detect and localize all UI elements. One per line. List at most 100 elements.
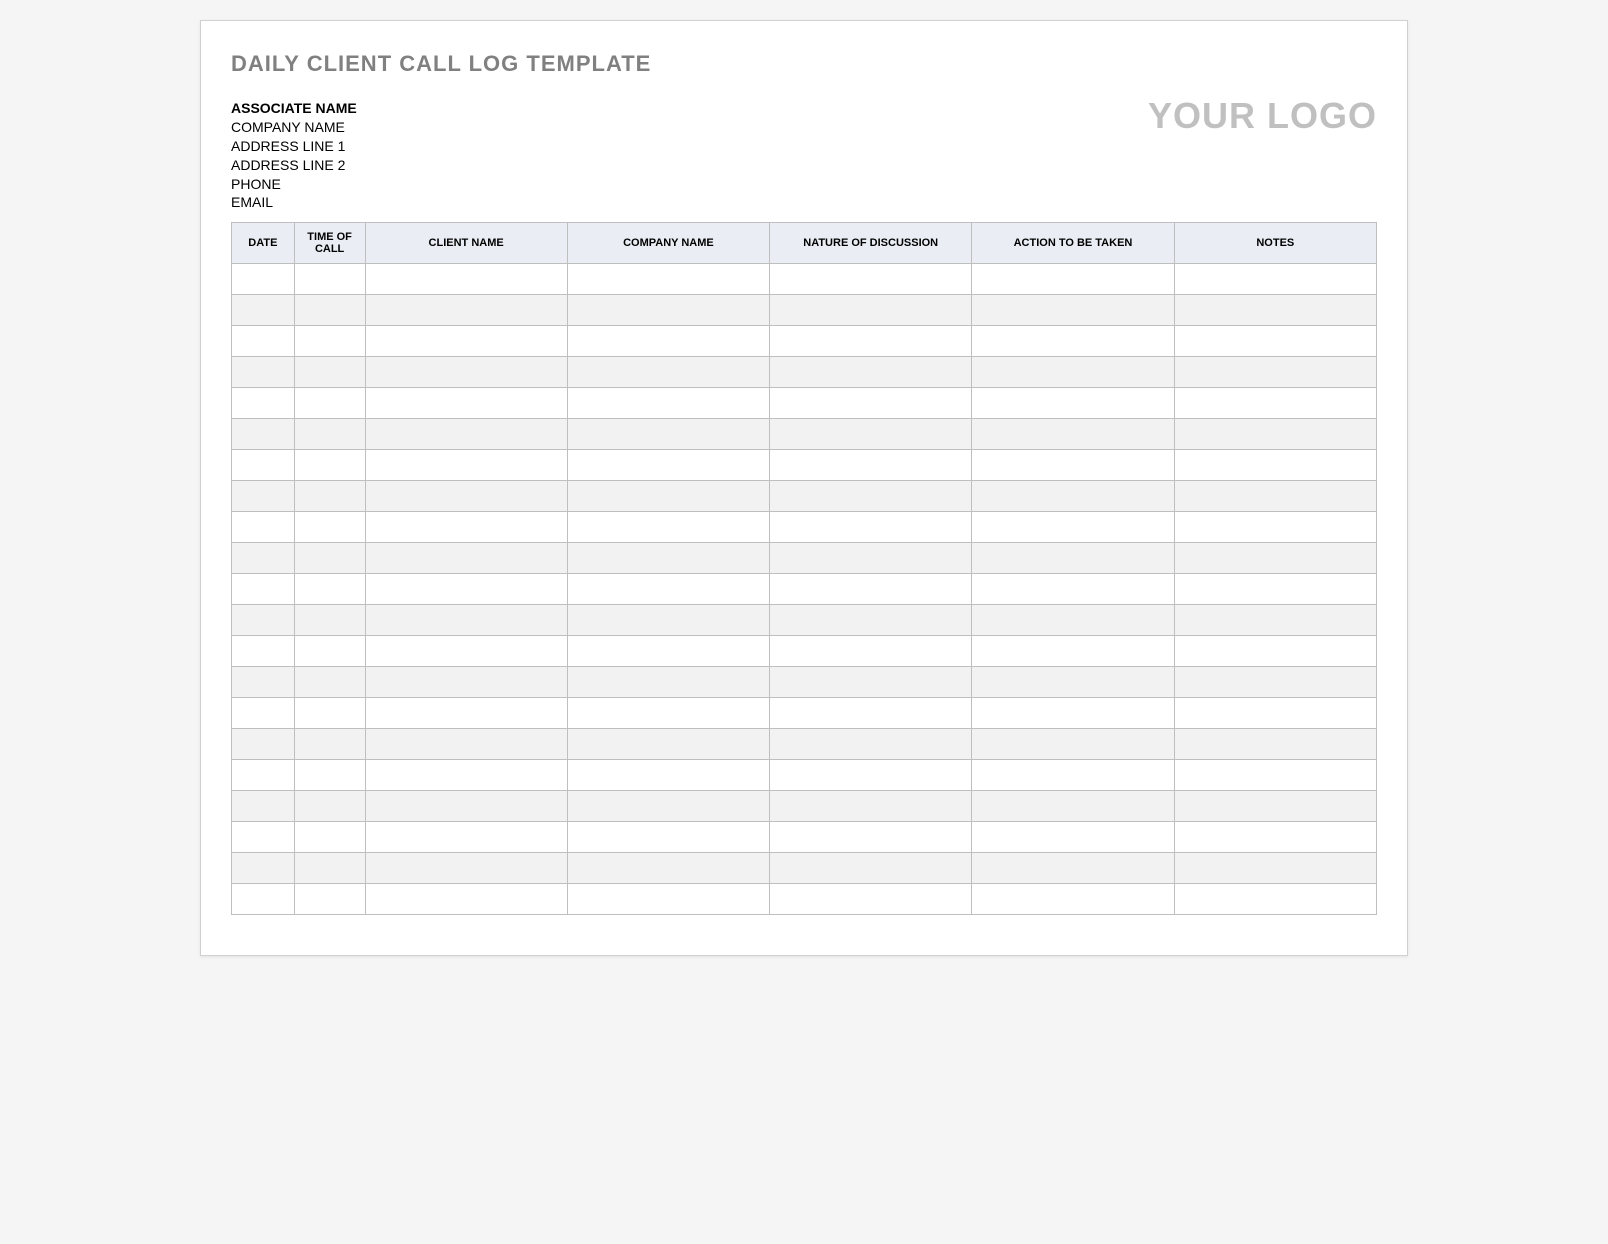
table-cell[interactable] <box>294 729 365 760</box>
table-cell[interactable] <box>232 512 295 543</box>
table-cell[interactable] <box>232 264 295 295</box>
table-cell[interactable] <box>365 326 567 357</box>
table-cell[interactable] <box>770 388 972 419</box>
table-cell[interactable] <box>232 884 295 915</box>
table-cell[interactable] <box>294 543 365 574</box>
table-cell[interactable] <box>972 512 1174 543</box>
table-cell[interactable] <box>567 605 769 636</box>
table-cell[interactable] <box>770 636 972 667</box>
table-cell[interactable] <box>567 791 769 822</box>
table-cell[interactable] <box>294 698 365 729</box>
table-cell[interactable] <box>1174 667 1376 698</box>
table-cell[interactable] <box>770 605 972 636</box>
table-cell[interactable] <box>1174 450 1376 481</box>
table-cell[interactable] <box>294 357 365 388</box>
table-cell[interactable] <box>972 729 1174 760</box>
table-cell[interactable] <box>972 698 1174 729</box>
table-cell[interactable] <box>294 884 365 915</box>
table-cell[interactable] <box>232 450 295 481</box>
table-cell[interactable] <box>567 357 769 388</box>
table-cell[interactable] <box>972 326 1174 357</box>
table-cell[interactable] <box>1174 264 1376 295</box>
table-cell[interactable] <box>1174 853 1376 884</box>
table-cell[interactable] <box>972 543 1174 574</box>
table-cell[interactable] <box>567 295 769 326</box>
table-cell[interactable] <box>567 698 769 729</box>
table-cell[interactable] <box>365 667 567 698</box>
table-cell[interactable] <box>972 388 1174 419</box>
table-cell[interactable] <box>770 419 972 450</box>
table-cell[interactable] <box>294 853 365 884</box>
table-cell[interactable] <box>770 791 972 822</box>
table-cell[interactable] <box>294 388 365 419</box>
table-cell[interactable] <box>770 667 972 698</box>
table-cell[interactable] <box>1174 636 1376 667</box>
table-cell[interactable] <box>232 419 295 450</box>
table-cell[interactable] <box>567 667 769 698</box>
table-cell[interactable] <box>972 481 1174 512</box>
table-cell[interactable] <box>770 326 972 357</box>
table-cell[interactable] <box>365 481 567 512</box>
table-cell[interactable] <box>365 388 567 419</box>
table-cell[interactable] <box>365 295 567 326</box>
table-cell[interactable] <box>770 264 972 295</box>
table-cell[interactable] <box>232 667 295 698</box>
table-cell[interactable] <box>294 481 365 512</box>
table-cell[interactable] <box>365 450 567 481</box>
table-cell[interactable] <box>972 853 1174 884</box>
table-cell[interactable] <box>232 853 295 884</box>
table-cell[interactable] <box>232 636 295 667</box>
table-cell[interactable] <box>567 574 769 605</box>
table-cell[interactable] <box>770 512 972 543</box>
table-cell[interactable] <box>1174 605 1376 636</box>
table-cell[interactable] <box>294 636 365 667</box>
table-cell[interactable] <box>972 450 1174 481</box>
table-cell[interactable] <box>972 419 1174 450</box>
table-cell[interactable] <box>1174 512 1376 543</box>
table-cell[interactable] <box>232 698 295 729</box>
table-cell[interactable] <box>232 791 295 822</box>
table-cell[interactable] <box>232 326 295 357</box>
table-cell[interactable] <box>1174 884 1376 915</box>
table-cell[interactable] <box>1174 295 1376 326</box>
table-cell[interactable] <box>1174 357 1376 388</box>
table-cell[interactable] <box>567 419 769 450</box>
table-cell[interactable] <box>294 512 365 543</box>
table-cell[interactable] <box>567 543 769 574</box>
table-cell[interactable] <box>1174 791 1376 822</box>
table-cell[interactable] <box>365 419 567 450</box>
table-cell[interactable] <box>365 698 567 729</box>
table-cell[interactable] <box>770 481 972 512</box>
table-cell[interactable] <box>365 264 567 295</box>
table-cell[interactable] <box>567 326 769 357</box>
table-cell[interactable] <box>232 822 295 853</box>
table-cell[interactable] <box>232 729 295 760</box>
table-cell[interactable] <box>972 760 1174 791</box>
table-cell[interactable] <box>770 574 972 605</box>
table-cell[interactable] <box>365 853 567 884</box>
table-cell[interactable] <box>567 512 769 543</box>
table-cell[interactable] <box>1174 543 1376 574</box>
table-cell[interactable] <box>972 605 1174 636</box>
table-cell[interactable] <box>567 729 769 760</box>
table-cell[interactable] <box>1174 326 1376 357</box>
table-cell[interactable] <box>1174 760 1376 791</box>
table-cell[interactable] <box>365 512 567 543</box>
table-cell[interactable] <box>972 295 1174 326</box>
table-cell[interactable] <box>294 419 365 450</box>
table-cell[interactable] <box>365 605 567 636</box>
table-cell[interactable] <box>232 295 295 326</box>
table-cell[interactable] <box>365 822 567 853</box>
table-cell[interactable] <box>232 481 295 512</box>
table-cell[interactable] <box>1174 698 1376 729</box>
table-cell[interactable] <box>294 667 365 698</box>
table-cell[interactable] <box>1174 822 1376 853</box>
table-cell[interactable] <box>770 884 972 915</box>
table-cell[interactable] <box>972 791 1174 822</box>
table-cell[interactable] <box>232 760 295 791</box>
table-cell[interactable] <box>365 357 567 388</box>
table-cell[interactable] <box>567 822 769 853</box>
table-cell[interactable] <box>972 574 1174 605</box>
table-cell[interactable] <box>567 388 769 419</box>
table-cell[interactable] <box>232 574 295 605</box>
